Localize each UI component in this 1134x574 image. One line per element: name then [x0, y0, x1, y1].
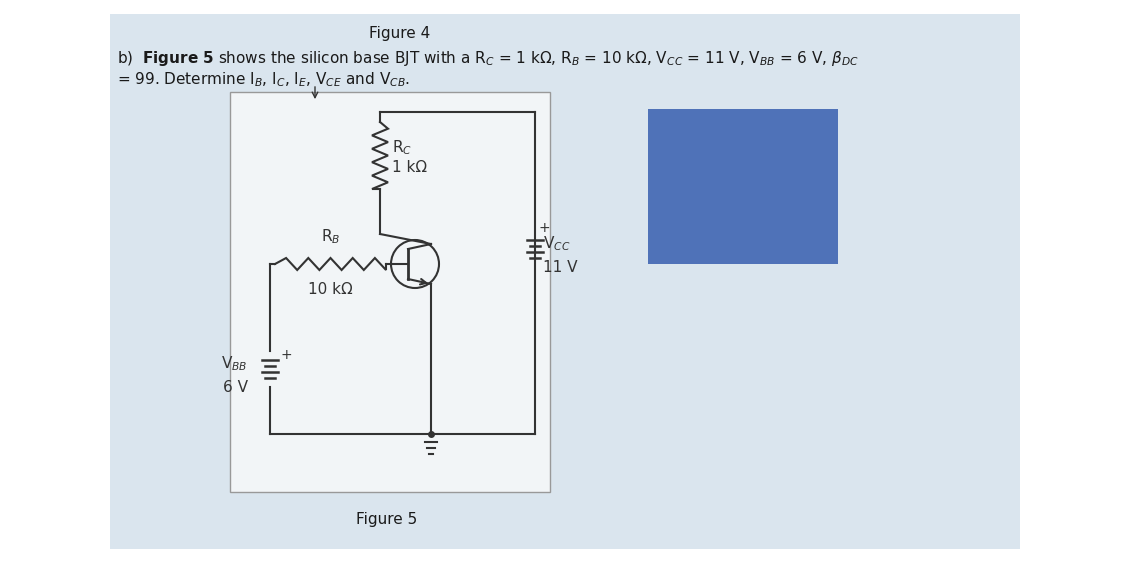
Text: 10 kΩ: 10 kΩ [308, 282, 353, 297]
Text: +: + [538, 221, 550, 235]
Bar [648, 109, 838, 264]
Text: 11 V: 11 V [543, 259, 577, 274]
Text: = 99. Determine I$_B$, I$_C$, I$_E$, V$_{CE}$ and V$_{CB}$.: = 99. Determine I$_B$, I$_C$, I$_E$, V$_… [117, 70, 411, 89]
Text: Figure 4: Figure 4 [370, 26, 431, 41]
Text: V$_{CC}$: V$_{CC}$ [543, 235, 570, 253]
Text: b)  $\mathbf{Figure\ 5}$ shows the silicon base BJT with a R$_C$ = 1 k$\Omega$, : b) $\mathbf{Figure\ 5}$ shows the silico… [117, 49, 858, 68]
Text: 1 kΩ: 1 kΩ [392, 160, 428, 175]
Text: V$_{BB}$: V$_{BB}$ [221, 355, 248, 373]
Bar [110, 14, 1019, 549]
Text: +: + [280, 348, 291, 362]
Text: 6 V: 6 V [223, 379, 248, 394]
Text: R$_C$: R$_C$ [392, 138, 412, 157]
Bar [230, 92, 550, 492]
Text: R$_B$: R$_B$ [321, 227, 340, 246]
Text: Figure 5: Figure 5 [356, 512, 417, 527]
